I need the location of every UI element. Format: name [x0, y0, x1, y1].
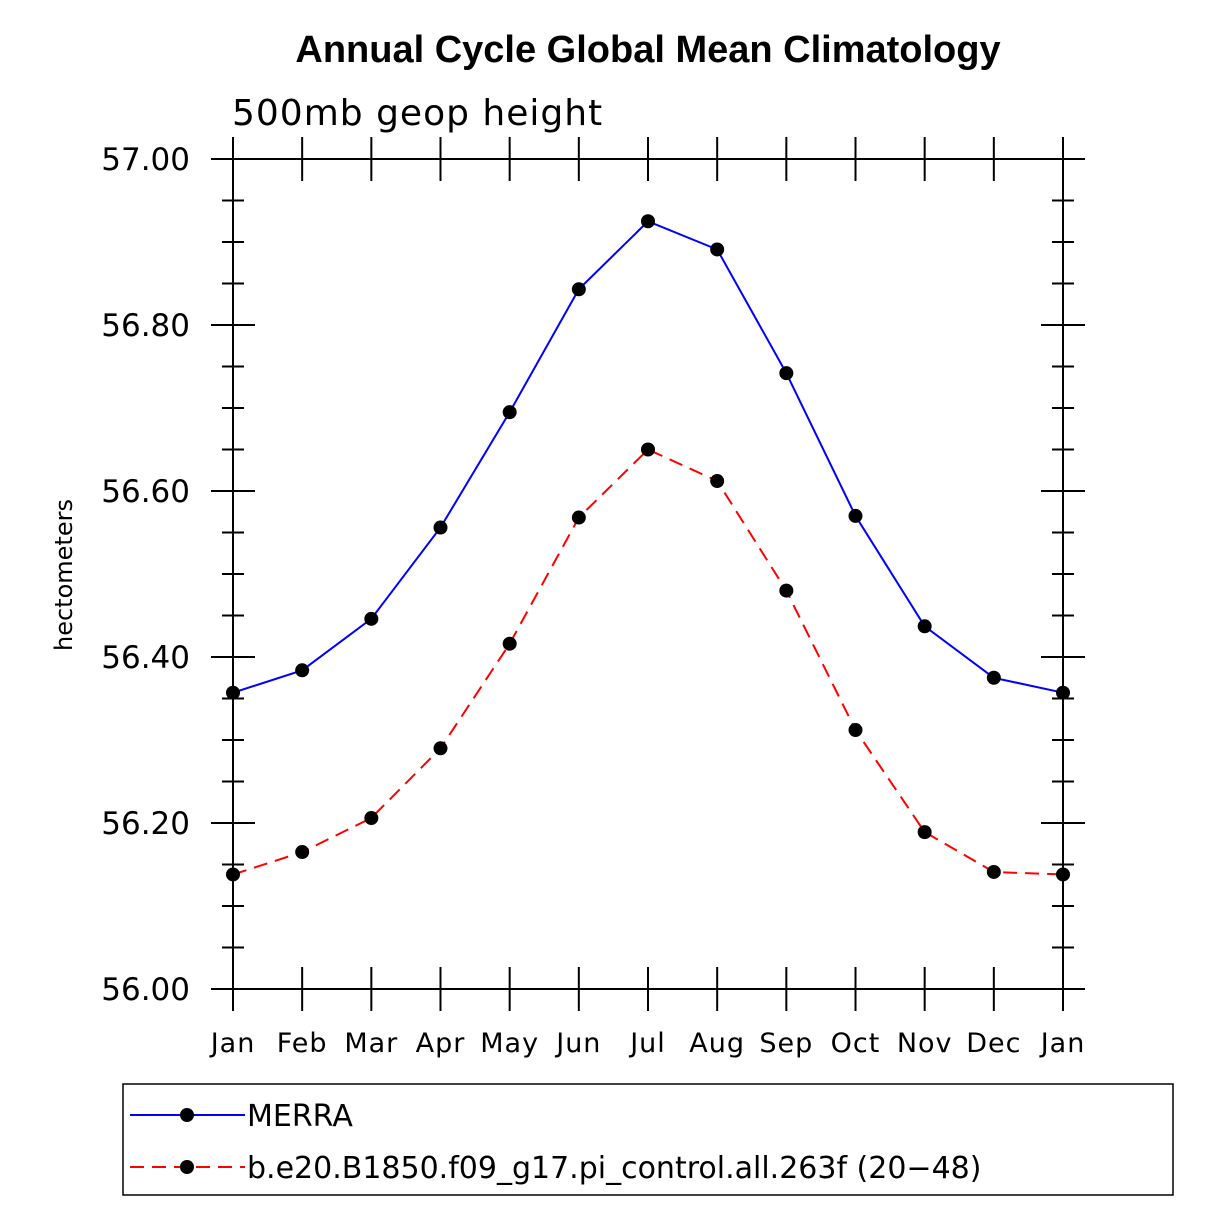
legend-box	[122, 1083, 1174, 1196]
legend-marker-1	[180, 1160, 194, 1174]
plot-frame	[232, 158, 1064, 990]
data-point	[986, 864, 1001, 879]
y-tick-label: 56.60	[101, 474, 190, 510]
data-point	[986, 670, 1001, 685]
x-tick-label: Jun	[554, 1028, 601, 1059]
x-tick-label: Jul	[628, 1028, 666, 1059]
legend-label-0: MERRA	[247, 1099, 353, 1134]
data-point	[364, 611, 379, 626]
data-point	[641, 442, 655, 457]
x-tick-label: Dec	[966, 1028, 1021, 1059]
data-point	[917, 619, 932, 634]
data-point	[1056, 685, 1070, 700]
series-layer	[226, 214, 1070, 882]
data-point	[571, 282, 586, 297]
axis-ticks	[211, 137, 1085, 1011]
x-tick-label: Jan	[1039, 1028, 1086, 1059]
data-point	[1056, 867, 1070, 882]
data-point	[848, 508, 863, 523]
x-tick-label: Jan	[209, 1028, 256, 1059]
y-axis-label: hectometers	[50, 499, 78, 651]
data-point	[295, 845, 310, 860]
data-point	[433, 520, 448, 535]
data-point	[571, 510, 586, 525]
data-point	[502, 636, 517, 651]
x-tick-label: Sep	[759, 1028, 813, 1059]
y-tick-label: 56.20	[101, 806, 190, 842]
legend-marker-0	[180, 1108, 194, 1122]
x-tick-label: Apr	[416, 1028, 466, 1059]
data-point	[364, 811, 379, 826]
y-tick-label: 56.80	[101, 308, 190, 344]
data-point	[295, 663, 310, 678]
x-tick-label: Feb	[277, 1028, 328, 1059]
data-point	[779, 366, 794, 381]
y-tick-label: 56.00	[101, 972, 190, 1008]
data-point	[779, 583, 794, 598]
y-tick-label: 56.40	[101, 640, 190, 676]
chart-title: Annual Cycle Global Mean Climatology	[295, 29, 1000, 71]
data-point	[848, 723, 863, 738]
x-tick-label: Nov	[897, 1028, 953, 1059]
series-line-1	[232, 448, 1064, 876]
data-point	[710, 474, 725, 489]
x-tick-labels: Jan Feb Mar Apr May Jun Jul Aug Sep Oct Nov Dec Jan	[209, 1028, 1086, 1059]
data-point	[433, 741, 448, 756]
data-point	[226, 685, 240, 700]
x-tick-label: Mar	[344, 1028, 398, 1059]
data-point	[917, 825, 932, 840]
x-tick-label: May	[480, 1028, 539, 1059]
chart-subtitle: 500mb geop height	[232, 93, 603, 134]
x-tick-label: Aug	[689, 1028, 745, 1059]
data-point	[502, 405, 517, 420]
data-point	[641, 214, 655, 229]
y-tick-label: 57.00	[101, 142, 190, 178]
data-point	[226, 867, 240, 882]
legend-label-1: b.e20.B1850.f09_g17.pi_control.all.263f …	[247, 1151, 981, 1186]
x-tick-label: Oct	[831, 1028, 881, 1059]
legend: MERRA b.e20.B1850.f09_g17.pi_control.all.…	[130, 1099, 981, 1186]
series-line-0	[232, 220, 1064, 694]
data-point	[710, 242, 725, 257]
y-tick-labels: 56.00 56.20 56.40 56.60 56.80 57.00	[101, 142, 190, 1008]
